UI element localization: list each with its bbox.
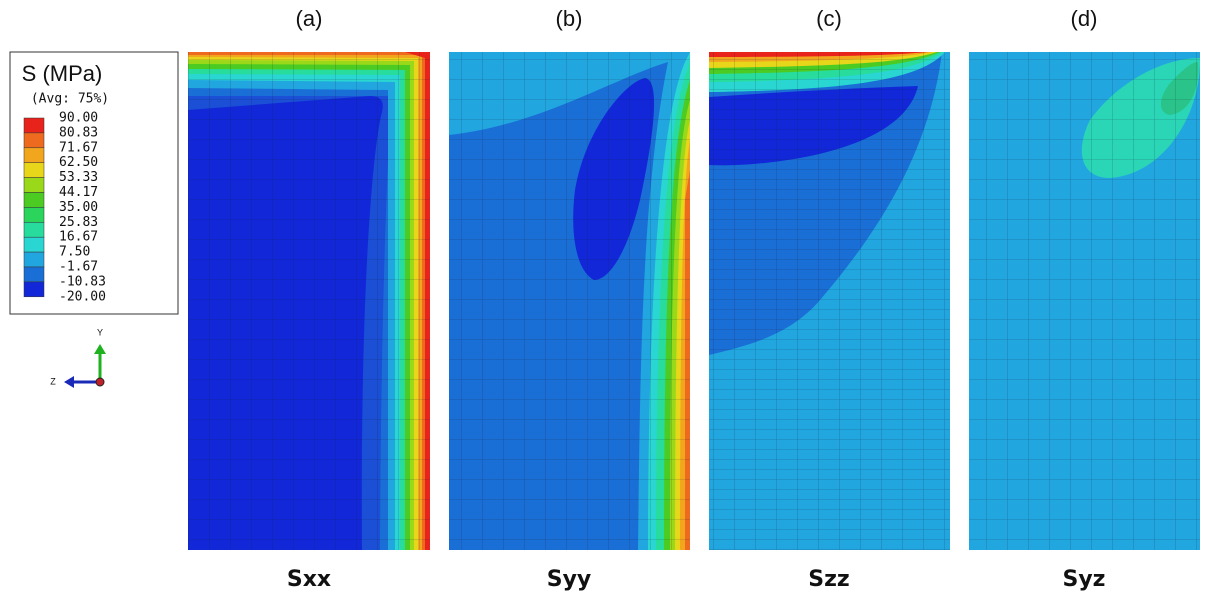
panel-name: Szz <box>808 567 849 592</box>
legend-level: 16.67 <box>59 230 98 245</box>
panel-name: Syy <box>547 567 592 592</box>
legend-level: 7.50 <box>59 245 90 260</box>
color-band <box>23 281 45 298</box>
legend-subtitle: (Avg: 75%) <box>31 92 109 107</box>
panel-label: (c) <box>816 6 842 31</box>
panel-label: (a) <box>296 6 323 31</box>
contour-plot <box>188 52 430 550</box>
contour-plot <box>449 52 690 550</box>
legend-level: 35.00 <box>59 200 98 215</box>
panel-name: Syz <box>1063 567 1106 592</box>
axis-label: Y <box>97 327 103 337</box>
color-band <box>23 132 45 149</box>
legend-level: 53.33 <box>59 170 98 185</box>
color-band <box>23 192 45 208</box>
legend-level: 62.50 <box>59 155 98 170</box>
legend-level: 25.83 <box>59 215 98 230</box>
axis-triad <box>64 344 106 388</box>
panel-label: (b) <box>556 6 583 31</box>
color-band <box>23 177 45 193</box>
color-band <box>23 236 45 253</box>
legend-level: -10.83 <box>59 274 106 289</box>
color-band <box>23 162 45 178</box>
legend-level: 80.83 <box>59 125 98 140</box>
color-band <box>23 251 45 268</box>
color-band <box>23 266 45 283</box>
color-band <box>23 147 45 163</box>
color-band <box>23 117 45 134</box>
axis-label: Z <box>50 376 56 386</box>
color-bar: 90.0080.8371.6762.5053.3344.1735.0025.83… <box>23 111 106 304</box>
contour-plot <box>709 52 950 550</box>
legend-title: S (MPa) <box>22 61 103 86</box>
contour-plot <box>969 52 1200 550</box>
legend-level: -1.67 <box>59 260 98 275</box>
panel-name: Sxx <box>287 567 331 592</box>
panel-label: (d) <box>1071 6 1098 31</box>
legend-level: -20.00 <box>59 289 106 304</box>
legend-level: 44.17 <box>59 185 98 200</box>
legend-level: 71.67 <box>59 140 98 155</box>
color-band <box>23 207 45 223</box>
legend-level: 90.00 <box>59 111 98 126</box>
color-band <box>23 222 45 238</box>
